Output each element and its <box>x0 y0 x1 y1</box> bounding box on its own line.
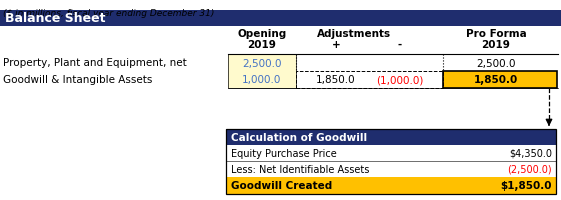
Text: 1,000.0: 1,000.0 <box>242 75 282 85</box>
Bar <box>0 11 561 27</box>
Text: Property, Plant and Equipment, net: Property, Plant and Equipment, net <box>3 58 187 68</box>
Text: +: + <box>332 40 341 50</box>
Text: ($ in millions, fiscal year ending December 31): ($ in millions, fiscal year ending Decem… <box>3 9 214 18</box>
Text: 2,500.0: 2,500.0 <box>242 58 282 68</box>
Text: Less: Net Identifiable Assets: Less: Net Identifiable Assets <box>231 164 369 174</box>
Bar <box>226 177 556 194</box>
Bar <box>443 72 557 89</box>
Text: $4,350.0: $4,350.0 <box>509 148 552 158</box>
Bar <box>226 161 556 177</box>
Text: -: - <box>398 40 402 50</box>
Text: 1,850.0: 1,850.0 <box>474 75 518 85</box>
Text: 2,500.0: 2,500.0 <box>476 58 516 68</box>
Bar <box>296 72 443 89</box>
Text: 2019: 2019 <box>481 40 511 50</box>
Bar <box>443 72 557 89</box>
Text: Opening: Opening <box>237 29 287 39</box>
Text: Calculation of Goodwill: Calculation of Goodwill <box>231 132 367 142</box>
Text: $1,850.0: $1,850.0 <box>500 181 552 191</box>
Bar <box>228 55 296 89</box>
Text: Equity Purchase Price: Equity Purchase Price <box>231 148 337 158</box>
Bar <box>228 55 296 89</box>
Text: Goodwill Created: Goodwill Created <box>231 181 332 191</box>
Text: Balance Sheet: Balance Sheet <box>5 12 105 25</box>
Text: (1,000.0): (1,000.0) <box>376 75 424 85</box>
Text: (2,500.0): (2,500.0) <box>507 164 552 174</box>
Bar <box>226 145 556 161</box>
Text: 1,850.0: 1,850.0 <box>316 75 356 85</box>
Text: Goodwill & Intangible Assets: Goodwill & Intangible Assets <box>3 75 153 85</box>
Text: Adjustments: Adjustments <box>317 29 391 39</box>
Bar <box>226 129 556 145</box>
Text: 2019: 2019 <box>247 40 277 50</box>
Text: Pro Forma: Pro Forma <box>466 29 526 39</box>
Bar <box>226 129 556 194</box>
